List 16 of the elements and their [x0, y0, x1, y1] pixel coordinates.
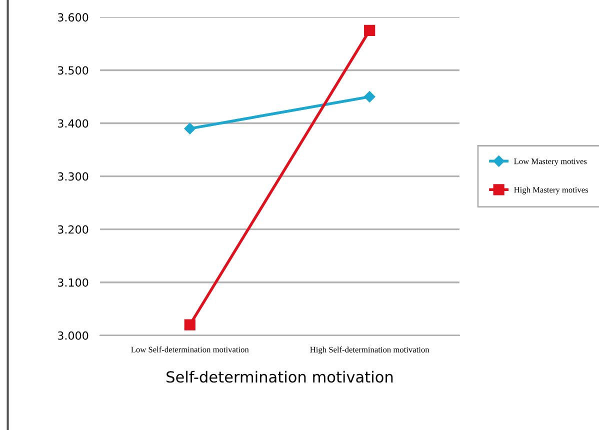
legend-label: High Mastery motives: [514, 186, 588, 194]
y-tick-label: 3.200: [58, 225, 88, 234]
x-tick-label: High Self-determination motivation: [310, 346, 430, 354]
point: [364, 24, 376, 36]
legend-label: Low Mastery motives: [514, 158, 587, 166]
point: [364, 91, 376, 102]
x-tick-label: Low Self-determination motivation: [131, 346, 249, 352]
y-tick-label: 3.500: [58, 66, 88, 75]
x-axis-title: Self-determination motivation: [166, 370, 393, 383]
y-tick-label: 3.300: [58, 172, 88, 181]
y-tick-label: 3.100: [58, 278, 88, 287]
point: [184, 122, 196, 134]
y-tick-label: 3.600: [58, 13, 88, 22]
y-tick-label: 3.400: [58, 119, 88, 128]
y-tick-label: 3.000: [58, 331, 88, 340]
point: [184, 319, 196, 330]
